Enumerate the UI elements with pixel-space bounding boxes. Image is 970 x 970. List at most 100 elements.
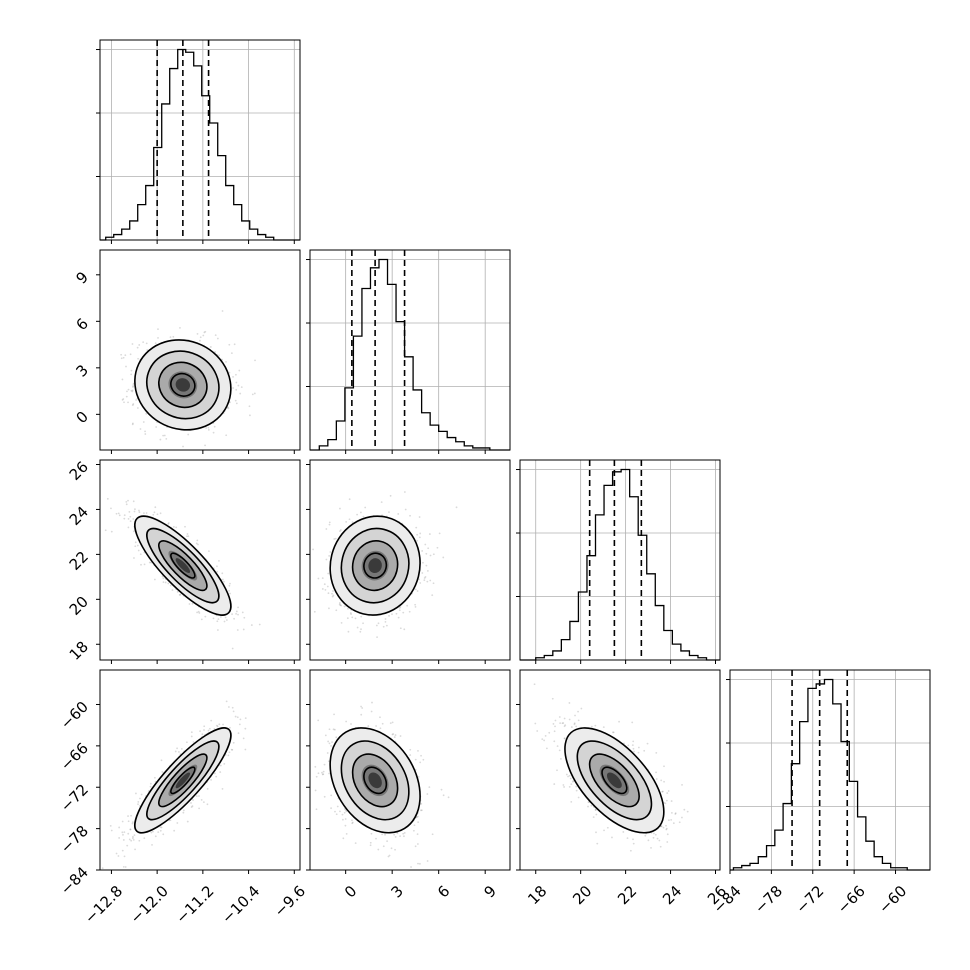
- scatter-point: [674, 813, 677, 815]
- scatter-point: [331, 595, 334, 598]
- scatter-point: [196, 539, 199, 542]
- scatter-point: [574, 714, 576, 717]
- scatter-point: [570, 800, 573, 803]
- scatter-point: [184, 525, 186, 528]
- scatter-point: [198, 612, 201, 614]
- scatter-point: [420, 809, 422, 812]
- scatter-point: [417, 821, 420, 824]
- scatter-point: [240, 386, 243, 388]
- scatter-point: [333, 538, 336, 540]
- scatter-point: [235, 402, 238, 405]
- scatter-point: [381, 833, 384, 836]
- scatter-point: [122, 865, 125, 868]
- scatter-point: [397, 513, 400, 515]
- scatter-point: [117, 512, 120, 515]
- scatter-point: [339, 530, 341, 533]
- density-content-2-1: [312, 491, 458, 638]
- scatter-point: [121, 398, 124, 401]
- scatter-point: [559, 722, 562, 725]
- scatter-point: [323, 795, 326, 798]
- scatter-point: [390, 847, 393, 850]
- x-tick-label-0-3: −10.4: [218, 882, 263, 927]
- scatter-point: [143, 512, 145, 515]
- axis-frame-0-0: [99, 39, 301, 241]
- scatter-point: [333, 728, 336, 731]
- scatter-point: [204, 615, 207, 618]
- axis-frame-1-1: [309, 249, 511, 451]
- x-tick-label-0-2: −11.2: [172, 882, 217, 927]
- scatter-point: [340, 604, 342, 607]
- scatter-point: [137, 801, 140, 803]
- scatter-point: [125, 365, 127, 368]
- scatter-point: [126, 844, 129, 847]
- scatter-point: [432, 582, 435, 585]
- contour-0: [363, 552, 388, 579]
- contour-1: [158, 540, 208, 592]
- scatter-point: [221, 310, 224, 312]
- scatter-point: [369, 844, 372, 847]
- scatter-point: [351, 616, 354, 619]
- scatter-point: [416, 816, 418, 818]
- scatter-point: [328, 607, 330, 610]
- scatter-point: [186, 533, 189, 535]
- scatter-point: [215, 724, 218, 727]
- scatter-point: [360, 705, 362, 708]
- scatter-point: [351, 821, 354, 824]
- scatter-point: [328, 728, 331, 731]
- scatter-point: [575, 725, 578, 728]
- scatter-point: [321, 588, 324, 590]
- scatter-point: [171, 589, 174, 591]
- axis-frame-3-1: [309, 669, 511, 871]
- scatter-point: [120, 357, 123, 360]
- scatter-point: [351, 822, 354, 825]
- scatter-point: [128, 510, 131, 513]
- scatter-point: [200, 618, 203, 621]
- y-tick-label-2-1: 20: [66, 593, 92, 619]
- scatter-point: [334, 537, 337, 540]
- scatter-point: [375, 837, 377, 840]
- scatter-point: [169, 336, 172, 339]
- scatter-point: [317, 577, 320, 580]
- scatter-point: [239, 718, 242, 721]
- scatter-point: [323, 763, 326, 766]
- scatter-point: [403, 491, 406, 493]
- density-fill-4: [175, 558, 191, 574]
- scatter-point: [238, 369, 241, 372]
- scatter-point: [611, 836, 613, 839]
- scatter-point: [231, 748, 234, 751]
- scatter-point: [244, 727, 247, 730]
- scatter-point: [325, 528, 328, 530]
- y-tick-label-3-0: −84: [57, 863, 92, 898]
- scatter-point: [132, 530, 135, 533]
- scatter-point: [201, 733, 204, 736]
- scatter-point: [416, 539, 418, 542]
- scatter-point: [332, 594, 335, 597]
- scatter-point: [428, 533, 431, 535]
- scatter-point: [149, 782, 152, 785]
- scatter-point: [350, 723, 352, 725]
- scatter-point: [139, 428, 142, 430]
- scatter-point: [331, 741, 333, 744]
- y-tick-label-3-1: −78: [57, 822, 92, 857]
- scatter-point: [124, 866, 127, 868]
- scatter-point: [315, 808, 318, 811]
- scatter-point: [191, 805, 194, 807]
- scatter-point: [167, 522, 170, 524]
- scatter-point: [447, 796, 450, 799]
- scatter-point: [206, 803, 209, 806]
- scatter-point: [362, 515, 365, 518]
- density-fill-4: [368, 772, 382, 789]
- scatter-point: [345, 810, 348, 813]
- scatter-point: [134, 508, 136, 511]
- scatter-point: [137, 803, 139, 806]
- scatter-point: [382, 625, 385, 628]
- density-panel-3-2: 18 20 22 24 26: [516, 669, 730, 908]
- scatter-point: [145, 412, 148, 415]
- scatter-point: [418, 536, 421, 539]
- scatter-point: [329, 551, 332, 553]
- scatter-point: [131, 822, 134, 825]
- scatter-point: [173, 829, 176, 832]
- y-tick-label-2-4: 26: [66, 458, 92, 484]
- scatter-point: [203, 729, 205, 731]
- scatter-point: [414, 758, 417, 761]
